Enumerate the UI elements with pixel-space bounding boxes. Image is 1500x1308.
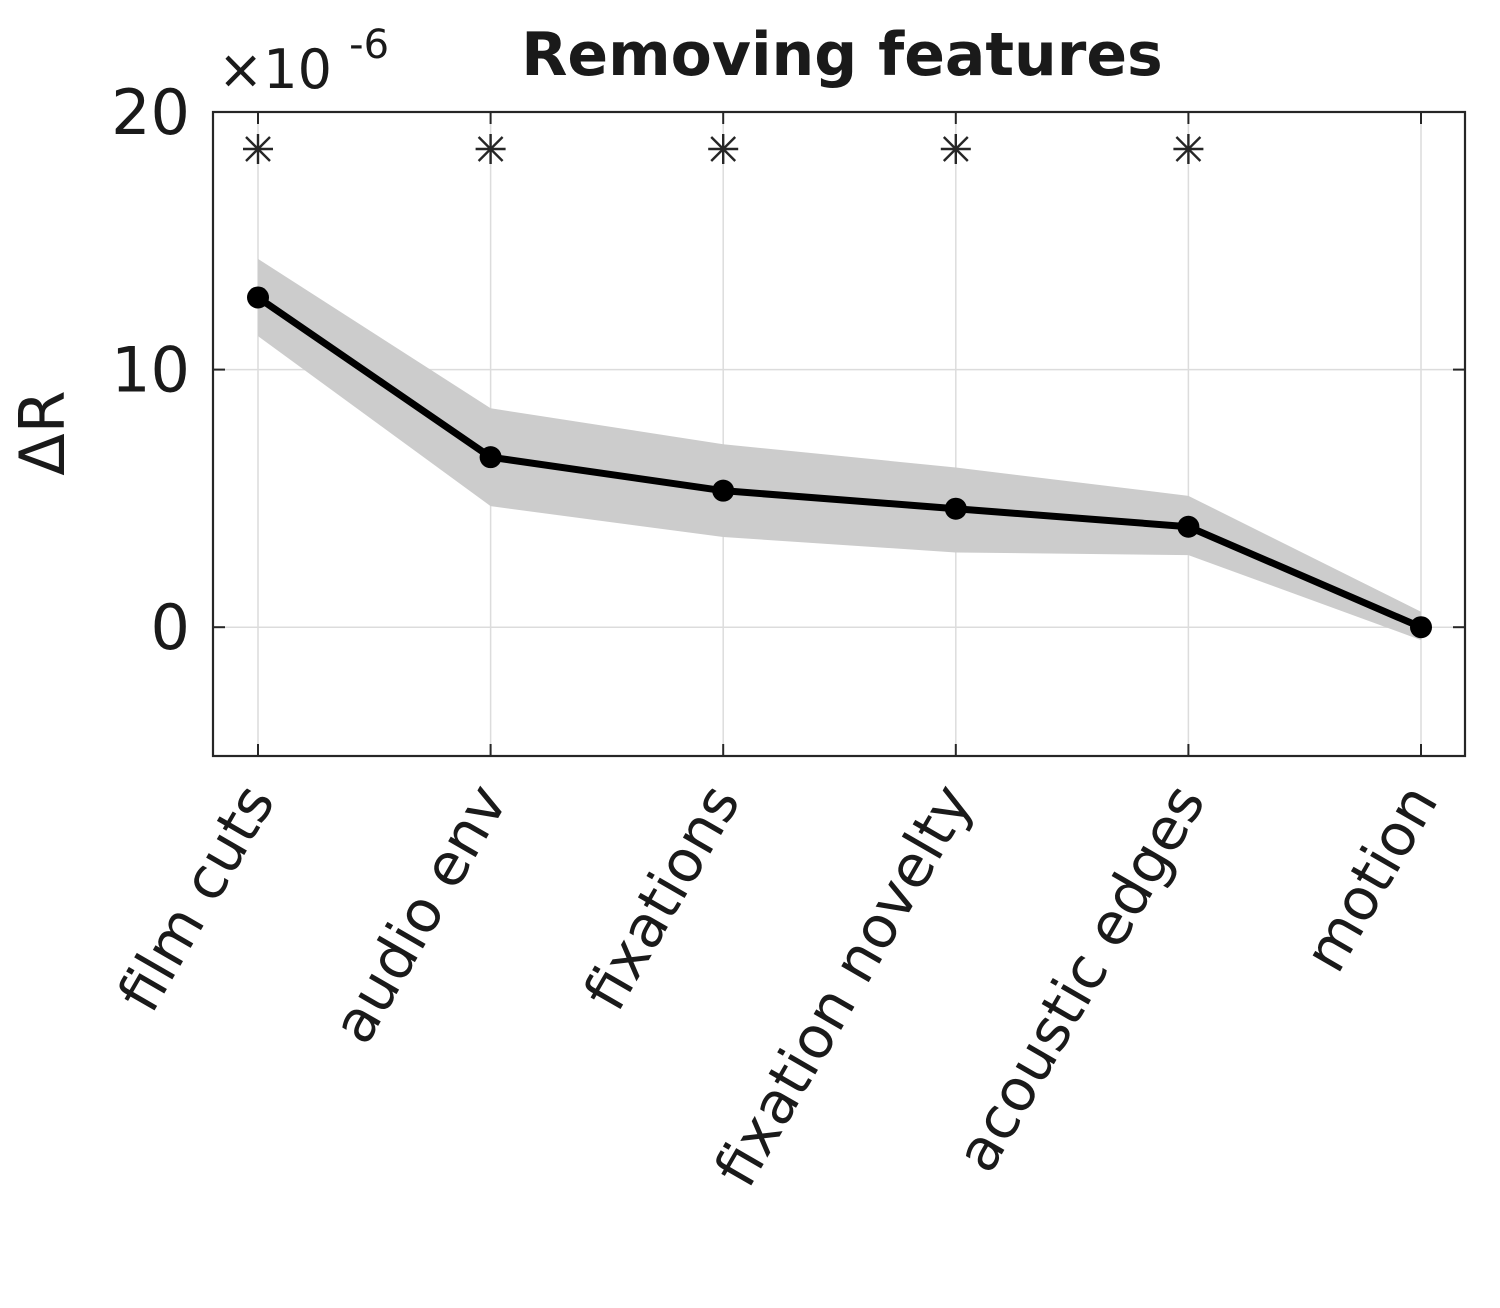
significance-star (1173, 134, 1204, 164)
x-tick-label: fixation novelty (701, 773, 986, 1198)
confidence-band (258, 258, 1421, 641)
data-point (479, 446, 502, 469)
significance-star (940, 134, 971, 164)
chart-title: Removing features (521, 20, 1163, 90)
y-tick-label: 0 (151, 591, 190, 664)
data-point (1177, 515, 1200, 538)
x-tick-label: fixations (571, 773, 754, 1022)
y-axis-label: ΔR (6, 390, 79, 476)
x-tick-label: acoustic edges (942, 773, 1218, 1183)
y-tick-label: 20 (111, 76, 190, 149)
y-tick-label: 10 (111, 334, 190, 407)
x-tick-label: motion (1291, 773, 1451, 983)
data-point (712, 479, 735, 502)
y-axis-exponent: ×10 -6 (218, 22, 389, 101)
x-tick-label: film cuts (105, 773, 288, 1023)
significance-star (708, 134, 739, 164)
data-point (944, 497, 967, 520)
significance-star (475, 134, 506, 164)
data-points (247, 286, 1432, 639)
y-exponent-base: ×10 (218, 38, 332, 101)
y-axis-ticks: 0 10 20 (111, 76, 1465, 664)
significance-markers (243, 134, 1204, 164)
significance-star (243, 134, 273, 164)
data-point (247, 286, 269, 309)
series-line (256, 294, 1423, 631)
plot-frame (211, 110, 1467, 758)
data-point (1410, 616, 1432, 639)
x-tick-label: audio env (319, 773, 521, 1055)
y-exponent-power: -6 (349, 22, 389, 68)
